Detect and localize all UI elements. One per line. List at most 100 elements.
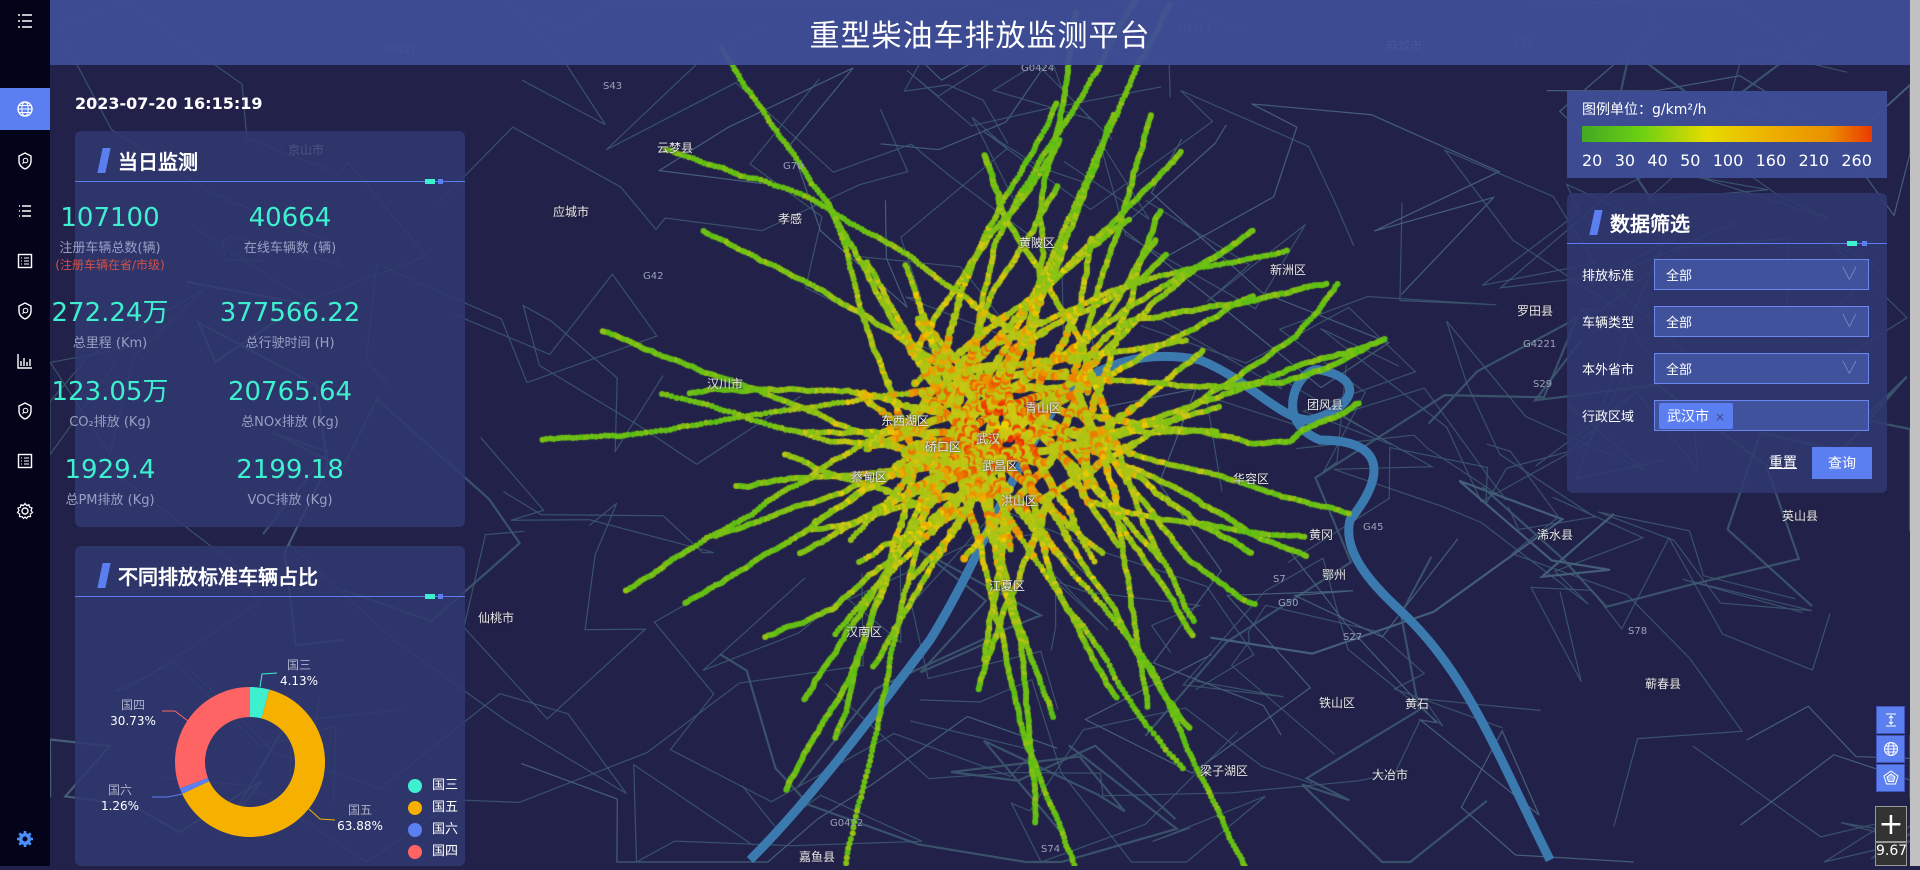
sidebar-item-7[interactable]: [0, 390, 50, 432]
current-datetime: 2023-07-20 16:15:19: [75, 94, 263, 113]
sidebar-item-1[interactable]: [0, 88, 50, 130]
field-label: 行政区域: [1582, 410, 1635, 425]
label-leader-line: [152, 793, 183, 798]
metric-label: CO₂排放 (Kg): [69, 415, 151, 430]
globe-icon: [1883, 742, 1898, 756]
sidebar-item-10[interactable]: [0, 818, 50, 860]
legend-swatch: [408, 779, 422, 793]
slice-percent: 30.73%: [110, 714, 156, 728]
gear-icon: [16, 502, 34, 520]
select-value: 全部: [1666, 269, 1693, 284]
metric-value: 107100: [60, 203, 160, 233]
map-place-label: 汉南区: [846, 625, 883, 639]
metric-label: 总里程 (Km): [72, 336, 148, 351]
metric-label: 注册车辆总数(辆): [59, 241, 161, 256]
query-button[interactable]: 查询: [1812, 447, 1872, 479]
map-place-label: 黄陂区: [1019, 236, 1056, 250]
zoom-in-button[interactable]: +: [1875, 806, 1907, 842]
region-multiselect[interactable]: 武汉市 ×: [1654, 400, 1869, 431]
map-place-label: 团风县: [1307, 398, 1344, 412]
document-list-icon: [17, 453, 33, 469]
metric-value: 272.24万: [51, 298, 169, 328]
map-place-label: 硚口区: [925, 440, 962, 454]
emission-standard-donut-chart: [152, 672, 336, 837]
emission-standard-select[interactable]: 全部 ╲╱: [1654, 259, 1869, 290]
legend-item[interactable]: 国四: [408, 844, 458, 860]
metric-note: (注册车辆在省/市级): [55, 258, 165, 272]
donut-slice-国四[interactable]: [175, 687, 250, 789]
sidebar-item-8[interactable]: [0, 440, 50, 482]
donut-slice-国五[interactable]: [182, 689, 326, 837]
donut-slice-国三[interactable]: [250, 687, 270, 719]
slice-label: 国四 30.73%: [108, 697, 158, 729]
filter-emission-standard: 排放标准 全部 ╲╱: [1582, 259, 1869, 290]
chevron-down-icon: ╲╱: [1842, 267, 1856, 280]
settings-cog-icon: [17, 831, 33, 847]
metric-value: 2199.18: [236, 455, 344, 485]
map-place-label: 梁子湖区: [1200, 764, 1249, 778]
legend-tick: 20: [1582, 151, 1603, 170]
sidebar-item-3[interactable]: [0, 190, 50, 232]
field-label: 排放标准: [1582, 269, 1635, 284]
map-place-label: 武汉: [976, 432, 1001, 446]
slice-name: 国四: [120, 698, 145, 712]
map-place-label: 嘉鱼县: [799, 850, 836, 864]
select-value: 全部: [1666, 316, 1693, 331]
legend-item[interactable]: 国六: [408, 822, 458, 838]
document-list-icon: [17, 253, 33, 269]
map-place-label: 蕲春县: [1645, 677, 1682, 691]
slice-name: 国六: [107, 783, 132, 797]
map-road-label: G42: [643, 271, 664, 282]
map-place-label: 大冶市: [1372, 768, 1409, 782]
polygon-draw-button[interactable]: [1876, 764, 1905, 792]
sidebar-item-2[interactable]: [0, 140, 50, 182]
legend-swatch: [408, 823, 422, 837]
panel-title: 当日监测: [118, 149, 198, 174]
close-icon[interactable]: ×: [1715, 409, 1726, 424]
legend-label: 国六: [432, 822, 459, 837]
reset-button[interactable]: 重置: [1769, 455, 1797, 471]
fit-height-button[interactable]: [1876, 706, 1905, 734]
sidebar-item-4[interactable]: [0, 240, 50, 282]
province-select[interactable]: 全部 ╲╱: [1654, 353, 1869, 384]
legend-tick: 100: [1712, 151, 1744, 170]
map-road-label: S27: [1343, 632, 1363, 643]
map-place-label: 黄冈: [1309, 528, 1334, 542]
map-place-label: 蔡甸区: [851, 470, 888, 484]
vehicle-type-select[interactable]: 全部 ╲╱: [1654, 306, 1869, 337]
metric-card: 272.24万总里程 (Km): [15, 298, 205, 351]
shield-search-icon: [18, 402, 32, 420]
metric-card: 1929.4 总PM排放 (Kg): [15, 455, 205, 508]
sidebar-item-9[interactable]: [0, 490, 50, 532]
fit-height-icon: [1885, 713, 1896, 727]
legend-item[interactable]: 国五: [408, 800, 458, 816]
legend-item[interactable]: 国三: [408, 778, 458, 794]
metric-card: 2199.18 VOC排放 (Kg): [195, 455, 385, 508]
donut-slice-国六[interactable]: [179, 777, 210, 794]
divider: [1567, 241, 1887, 246]
sidebar-item-5[interactable]: [0, 290, 50, 332]
map-place-label: 江夏区: [989, 579, 1026, 593]
map-road-label: G70: [783, 161, 804, 172]
slice-name: 国三: [286, 658, 311, 672]
legend-tick: 260: [1841, 151, 1872, 170]
title-accent: [97, 147, 111, 173]
map-road-label: G50: [1278, 598, 1299, 609]
label-leader-line: [259, 672, 278, 688]
map-road-label: S78: [1628, 626, 1648, 637]
data-filter-panel: 数据筛选 排放标准 全部 ╲╱ 车辆类型 全部 ╲╱ 本外省市 全部 ╲╱ 行政区域 武汉市 ×: [1567, 193, 1887, 493]
region-tag: 武汉市 ×: [1659, 402, 1734, 429]
map-road-label: S43: [603, 81, 623, 92]
zoom-level: 9.67: [1875, 842, 1907, 866]
globe-view-button[interactable]: [1876, 735, 1905, 763]
filter-vehicle-type: 车辆类型 全部 ╲╱: [1582, 306, 1869, 337]
scrollbar[interactable]: [1910, 0, 1920, 866]
sidebar-item-0[interactable]: [0, 0, 50, 42]
legend-tick: 50: [1680, 151, 1701, 170]
bar-chart-icon: [17, 354, 32, 369]
map-place-label: 汉川市: [707, 377, 744, 391]
color-legend: 图例单位：g/km²/h 20 30 40 50 100 160 210 260: [1567, 91, 1887, 178]
map-place-label: 铁山区: [1319, 696, 1356, 710]
legend-tick: 160: [1755, 151, 1787, 170]
sidebar-item-6[interactable]: [0, 340, 50, 382]
